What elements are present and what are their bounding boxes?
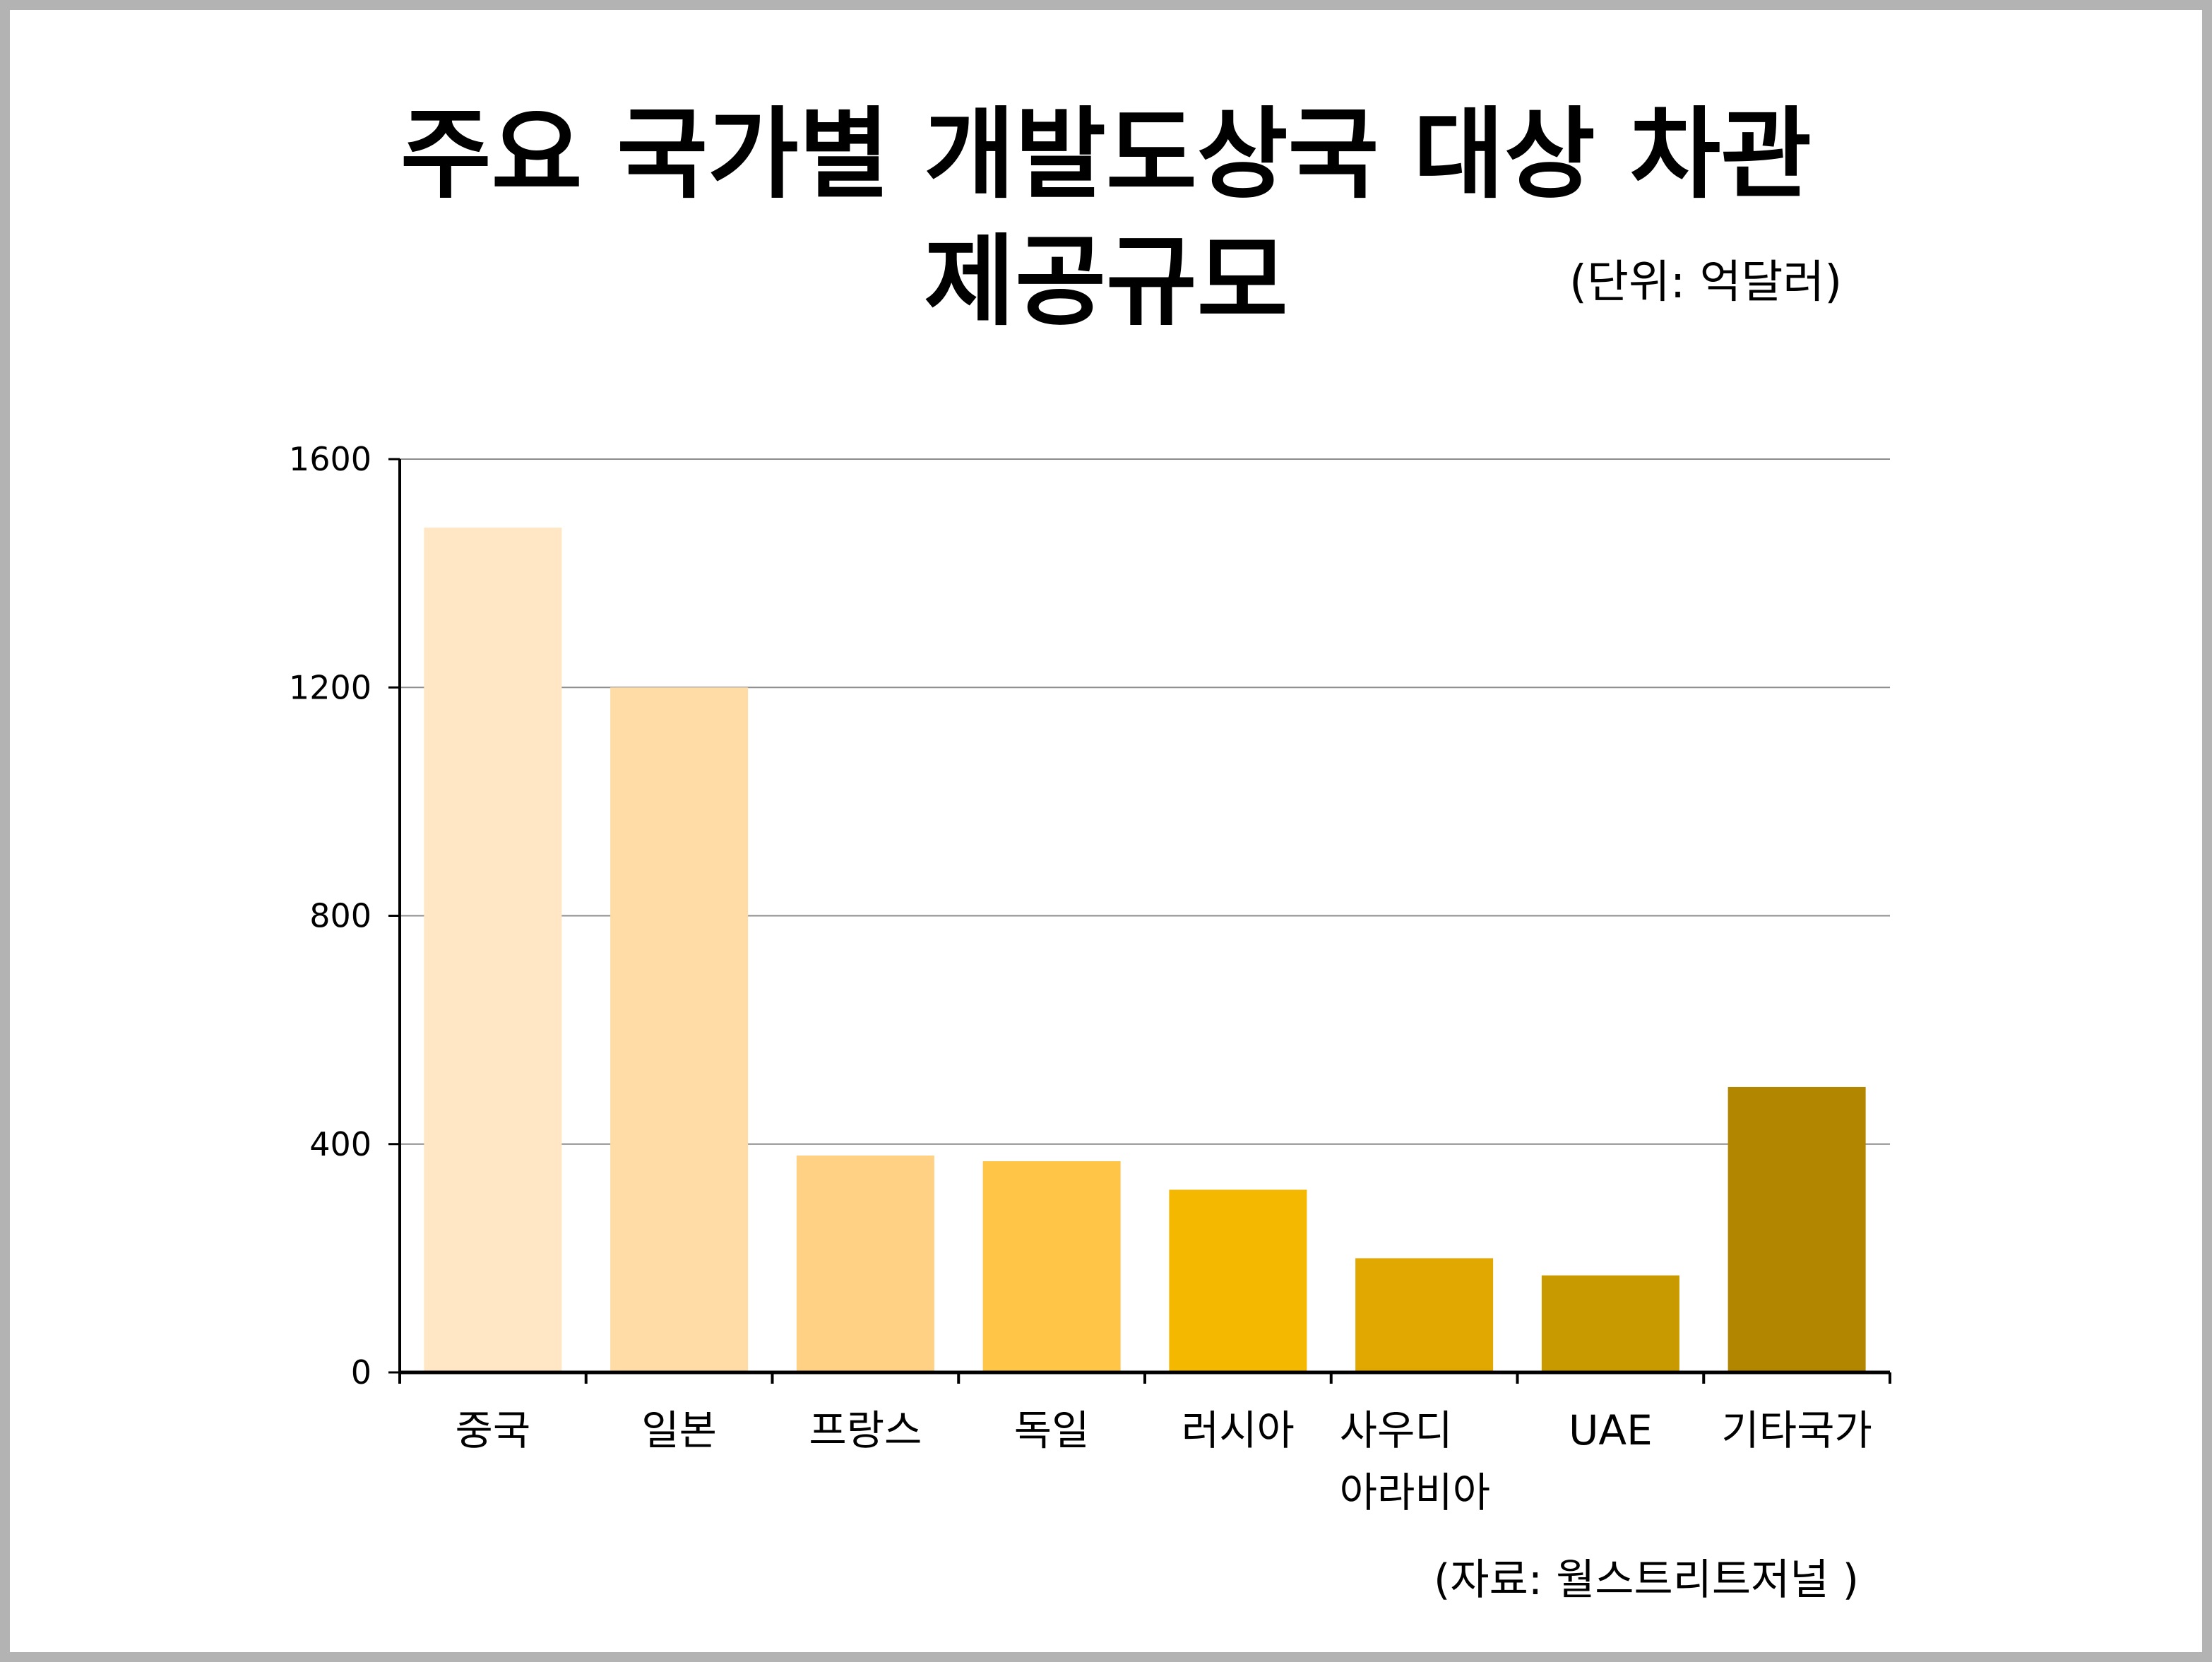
source-note: (자료: 월스트리트저널 ) <box>1434 1555 1859 1605</box>
x-tick-label: 중국 <box>456 1406 531 1454</box>
y-tick-label: 400 <box>309 1125 371 1163</box>
y-tick-label: 800 <box>309 897 371 935</box>
bar <box>1541 1275 1679 1372</box>
x-tick-label: 프랑스 <box>809 1406 922 1454</box>
bar <box>796 1155 934 1372</box>
bar <box>982 1161 1121 1372</box>
axis-labels: 0 400 800 1200 1600 중국 일본 프랑스 독일 러시아 사우디 아라비아 UAE 기타국… <box>289 440 1872 1516</box>
x-tick-label: 사우디 아라비아 <box>1340 1406 1490 1516</box>
chart-title-line1: 주요 국가별 개발도상국 대상 차관 <box>400 97 1812 213</box>
axes <box>388 458 1891 1384</box>
y-tick-label: 1200 <box>289 668 371 706</box>
chart-title: 주요 국가별 개발도상국 대상 차관 제공규모 <box>0 92 2212 346</box>
x-tick-label: 기타국가 <box>1721 1406 1872 1454</box>
bar <box>1355 1258 1494 1372</box>
bars <box>424 527 1866 1372</box>
y-tick-label: 1600 <box>289 440 371 478</box>
x-tick-label: 일본 <box>641 1406 717 1454</box>
bar <box>424 527 562 1372</box>
x-tick-label: 독일 <box>1014 1406 1090 1454</box>
x-tick-label: 러시아 <box>1182 1406 1295 1454</box>
chart-title-line2: 제공규모 <box>924 225 1288 340</box>
bar <box>610 687 749 1372</box>
x-tick-label: UAE <box>1569 1406 1653 1454</box>
unit-label: (단위: 억달러) <box>1569 256 1843 309</box>
bar <box>1169 1189 1307 1372</box>
bar <box>1728 1086 1866 1372</box>
y-tick-label: 0 <box>351 1353 371 1391</box>
